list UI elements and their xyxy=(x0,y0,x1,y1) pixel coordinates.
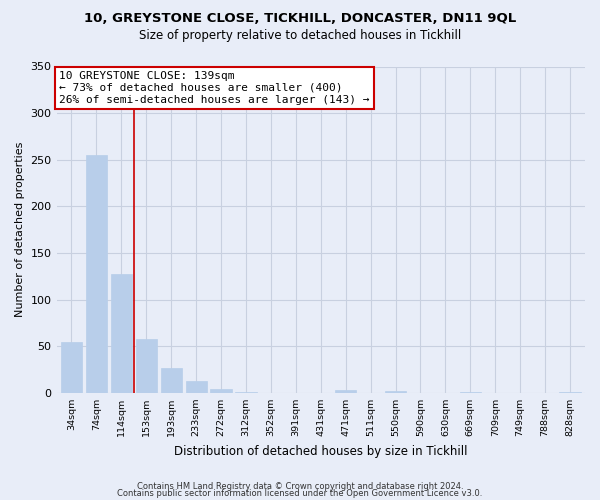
Text: 10, GREYSTONE CLOSE, TICKHILL, DONCASTER, DN11 9QL: 10, GREYSTONE CLOSE, TICKHILL, DONCASTER… xyxy=(84,12,516,26)
Bar xyxy=(136,338,157,393)
Bar xyxy=(86,155,107,393)
Bar xyxy=(211,389,232,393)
Bar xyxy=(185,380,207,393)
Bar xyxy=(559,392,581,393)
Bar xyxy=(161,368,182,393)
Bar xyxy=(61,342,82,393)
Text: Size of property relative to detached houses in Tickhill: Size of property relative to detached ho… xyxy=(139,29,461,42)
Bar xyxy=(235,392,257,393)
Text: 10 GREYSTONE CLOSE: 139sqm
← 73% of detached houses are smaller (400)
26% of sem: 10 GREYSTONE CLOSE: 139sqm ← 73% of deta… xyxy=(59,72,370,104)
Bar xyxy=(335,390,356,393)
Bar xyxy=(111,274,132,393)
Y-axis label: Number of detached properties: Number of detached properties xyxy=(15,142,25,318)
Text: Contains HM Land Registry data © Crown copyright and database right 2024.: Contains HM Land Registry data © Crown c… xyxy=(137,482,463,491)
X-axis label: Distribution of detached houses by size in Tickhill: Distribution of detached houses by size … xyxy=(174,444,467,458)
Bar xyxy=(385,391,406,393)
Bar xyxy=(460,392,481,393)
Text: Contains public sector information licensed under the Open Government Licence v3: Contains public sector information licen… xyxy=(118,490,482,498)
